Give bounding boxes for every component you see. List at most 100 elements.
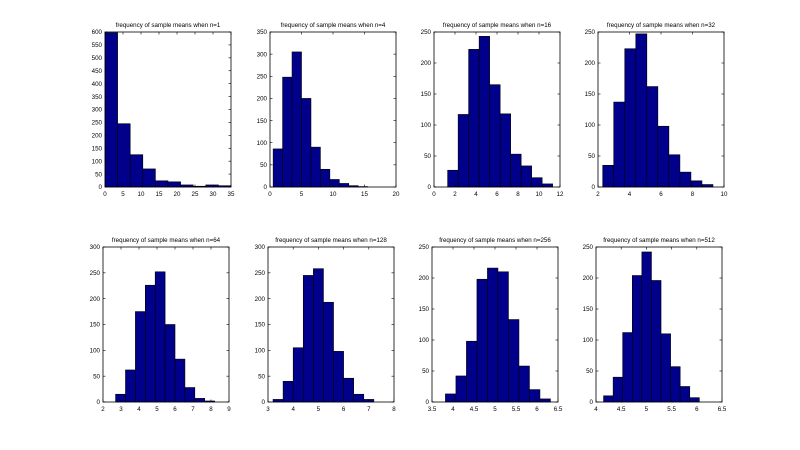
histogram-bar [343,377,354,403]
y-tick-label: 150 [255,322,266,329]
y-tick-label: 200 [255,296,266,303]
x-tick-label: 5 [493,406,497,413]
histogram-bar [329,179,340,188]
y-tick-label: 200 [421,60,432,67]
x-tick-label: 4 [594,406,598,413]
histogram-bar [320,168,331,188]
y-tick-label: 100 [257,140,268,147]
histogram-bar [125,369,136,403]
histogram-bar [476,278,488,403]
y-tick-label: 300 [257,51,268,58]
histogram-bar [603,395,614,403]
histogram-bar [333,351,344,403]
y-tick-label: 500 [92,55,103,62]
histogram-bar [489,84,501,188]
histogram-bar [282,381,294,403]
histogram-bar [487,267,499,403]
y-tick-label: 0 [590,399,594,406]
histogram-bar [520,165,532,188]
x-tick-label: 25 [192,191,199,198]
y-tick-label: 50 [422,368,429,375]
y-tick-label: 300 [92,107,103,114]
histogram-bar [468,49,480,188]
y-tick-label: 250 [585,29,596,36]
histogram-bar [508,319,520,403]
x-tick-label: 4.5 [617,406,626,413]
histogram-bar [117,123,131,188]
x-tick-label: 8 [516,191,520,198]
axes-frame [595,246,723,403]
histogram-bar [602,165,615,188]
histogram-bar [689,397,700,403]
histogram-bar [531,177,543,188]
y-tick-label: 50 [588,153,595,160]
histogram-bar [115,393,126,403]
x-tick-label: 6 [695,406,699,413]
histogram-bar [301,98,312,188]
histogram-bar [660,333,671,403]
x-tick-label: 5.5 [512,406,521,413]
histogram-bar [612,376,624,403]
x-tick-label: 6.5 [718,406,727,413]
x-tick-label: 3.5 [428,406,437,413]
y-tick-label: 200 [90,296,101,303]
x-tick-label: 15 [361,191,368,198]
y-tick-label: 0 [262,399,266,406]
chart-title: frequency of sample means when n=32 [607,22,716,29]
y-tick-label: 50 [258,373,265,380]
histogram-bar [313,268,324,403]
y-tick-label: 250 [255,270,266,277]
histogram-bar [466,340,478,403]
y-tick-label: 150 [92,145,103,152]
histogram-bar [154,271,166,403]
y-tick-label: 150 [585,91,596,98]
histogram-bar [174,358,186,403]
chart-title: frequency of sample means when n=128 [275,237,387,244]
y-tick-label: 250 [419,244,430,251]
histogram-bar [651,280,662,403]
chart-title: frequency of sample means when n=4 [281,22,386,29]
histogram-bar [529,389,541,403]
y-tick-label: 450 [92,68,103,75]
x-tick-label: 8 [691,191,695,198]
histogram-bar [338,183,350,188]
histogram-bar [302,275,314,403]
x-tick-label: 4.5 [470,406,479,413]
y-tick-label: 150 [583,306,594,313]
y-tick-label: 600 [92,29,103,36]
chart-title: frequency of sample means when n=64 [112,237,221,244]
x-tick-label: 10 [721,191,728,198]
y-tick-label: 150 [421,91,432,98]
histogram-bar [478,36,490,188]
histogram-panel-7: 3.5 4 4.5 5 5.5 6 6.5 0 50 100 150 200 250 frequency … [419,237,563,413]
histogram-bar [657,125,670,188]
histogram-bar [142,168,156,188]
y-tick-label: 100 [583,337,594,344]
histogram-bar [129,154,144,188]
histogram-bar [497,271,509,403]
x-tick-label: 15 [156,191,163,198]
x-tick-label: 10 [330,191,337,198]
x-tick-label: 20 [393,191,400,198]
histogram-bar [323,301,334,403]
y-tick-label: 250 [90,270,101,277]
y-tick-label: 350 [257,29,268,36]
x-tick-label: 6 [342,406,346,413]
y-tick-label: 250 [257,73,268,80]
y-tick-label: 250 [421,29,432,36]
x-tick-label: 20 [174,191,181,198]
histogram-bar [679,171,692,188]
histogram-bar [455,375,467,403]
x-tick-label: 6 [659,191,663,198]
histogram-bar [631,275,643,403]
histogram-bar [282,76,293,188]
y-tick-label: 150 [90,322,101,329]
x-tick-label: 10 [138,191,145,198]
histogram-bar [155,180,169,188]
histogram-bar [184,387,196,403]
y-tick-label: 100 [90,348,101,355]
x-tick-label: 2 [453,191,457,198]
histogram-bar [135,311,146,403]
histogram-bar [104,32,118,188]
x-tick-label: 30 [210,191,217,198]
